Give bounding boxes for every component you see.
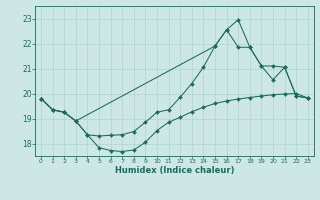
X-axis label: Humidex (Indice chaleur): Humidex (Indice chaleur) <box>115 166 234 175</box>
